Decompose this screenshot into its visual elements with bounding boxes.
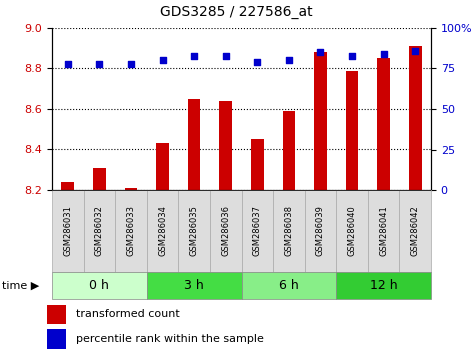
- Bar: [52, 190, 84, 272]
- Text: GDS3285 / 227586_at: GDS3285 / 227586_at: [160, 5, 313, 19]
- Bar: [188, 99, 201, 190]
- Bar: [84, 190, 115, 272]
- Point: [317, 50, 324, 55]
- Bar: [336, 190, 368, 272]
- Bar: [282, 111, 295, 190]
- Bar: [125, 188, 137, 190]
- Text: transformed count: transformed count: [76, 309, 179, 319]
- Text: GSM286042: GSM286042: [411, 206, 420, 256]
- Bar: [47, 329, 66, 348]
- Bar: [52, 272, 147, 299]
- Bar: [115, 190, 147, 272]
- Point: [64, 61, 71, 67]
- Text: GSM286036: GSM286036: [221, 206, 230, 257]
- Bar: [305, 190, 336, 272]
- Text: GSM286038: GSM286038: [284, 206, 293, 257]
- Bar: [336, 272, 431, 299]
- Text: 3 h: 3 h: [184, 279, 204, 292]
- Point: [285, 58, 293, 63]
- Point: [127, 61, 135, 67]
- Point: [412, 48, 419, 53]
- Bar: [409, 46, 421, 190]
- Bar: [147, 190, 178, 272]
- Bar: [242, 190, 273, 272]
- Point: [222, 53, 229, 58]
- Bar: [61, 182, 74, 190]
- Bar: [377, 58, 390, 190]
- Text: GSM286040: GSM286040: [348, 206, 357, 256]
- Point: [96, 61, 103, 67]
- Bar: [314, 52, 327, 190]
- Bar: [156, 143, 169, 190]
- Text: time ▶: time ▶: [2, 280, 39, 291]
- Text: GSM286037: GSM286037: [253, 206, 262, 257]
- Text: percentile rank within the sample: percentile rank within the sample: [76, 333, 263, 344]
- Point: [348, 53, 356, 58]
- Bar: [251, 139, 263, 190]
- Bar: [242, 272, 336, 299]
- Text: GSM286032: GSM286032: [95, 206, 104, 256]
- Bar: [93, 168, 105, 190]
- Bar: [210, 190, 242, 272]
- Text: GSM286041: GSM286041: [379, 206, 388, 256]
- Bar: [368, 190, 399, 272]
- Text: GSM286034: GSM286034: [158, 206, 167, 256]
- Bar: [178, 190, 210, 272]
- Text: GSM286039: GSM286039: [316, 206, 325, 256]
- Bar: [219, 101, 232, 190]
- Point: [159, 58, 166, 63]
- Text: 6 h: 6 h: [279, 279, 299, 292]
- Text: 0 h: 0 h: [89, 279, 109, 292]
- Point: [380, 51, 387, 57]
- Bar: [273, 190, 305, 272]
- Point: [190, 53, 198, 58]
- Text: 12 h: 12 h: [370, 279, 397, 292]
- Point: [254, 59, 261, 65]
- Text: GSM286035: GSM286035: [190, 206, 199, 256]
- Text: GSM286031: GSM286031: [63, 206, 72, 256]
- Bar: [346, 70, 359, 190]
- Bar: [47, 304, 66, 324]
- Text: GSM286033: GSM286033: [126, 206, 135, 257]
- Bar: [147, 272, 242, 299]
- Bar: [399, 190, 431, 272]
